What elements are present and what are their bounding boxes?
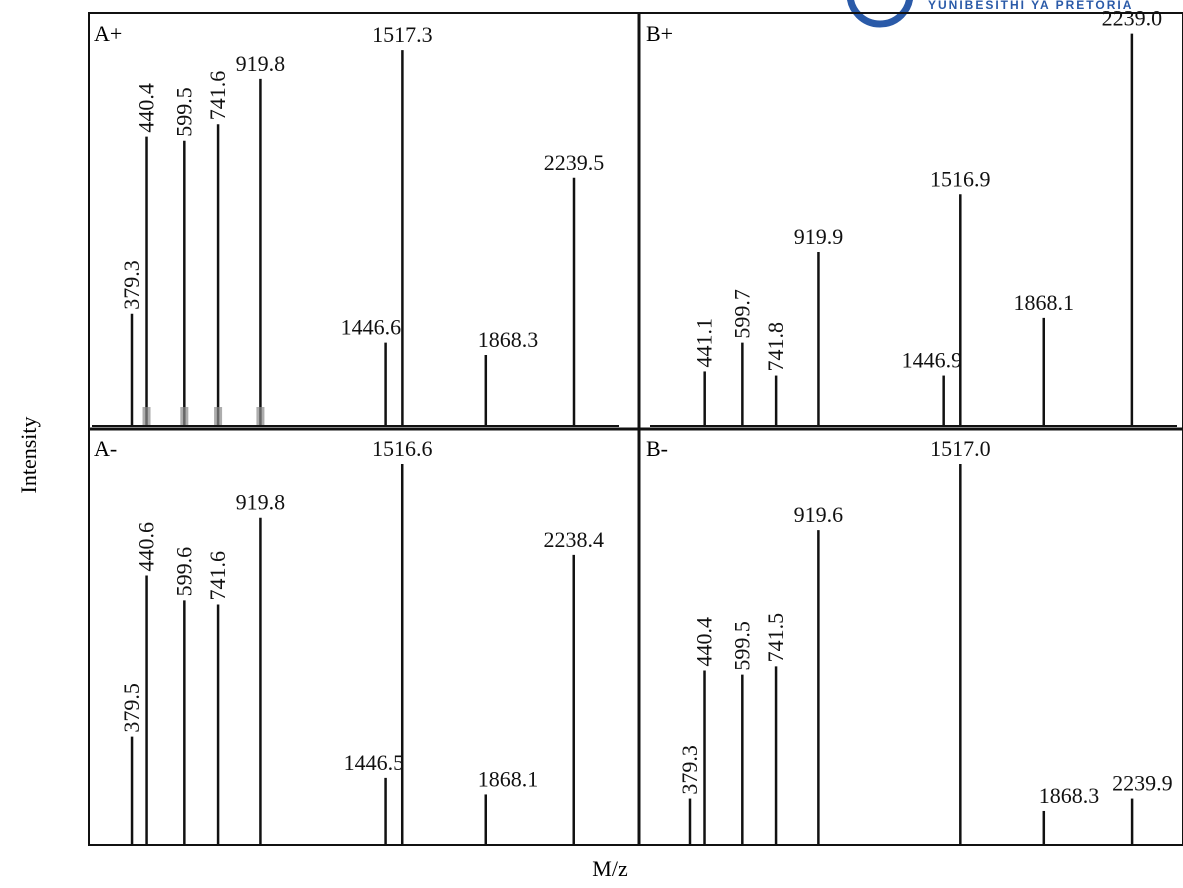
peak-hump [214, 407, 223, 425]
peak-label: 2238.4 [543, 527, 604, 552]
peak-label: 440.4 [134, 83, 159, 133]
peak-label: 1446.9 [902, 348, 963, 373]
peak-label: 1868.1 [478, 766, 539, 791]
peak-hump [142, 407, 151, 425]
peak-label: 1446.5 [344, 750, 405, 775]
logo-emblem-icon [847, 0, 913, 28]
peak-label: 1517.3 [372, 22, 433, 47]
peak-label: 1868.3 [1039, 783, 1100, 808]
peak-label: 440.4 [692, 617, 717, 667]
panel-title-a-minus: A- [94, 436, 117, 461]
peak-label: 1517.0 [930, 436, 991, 461]
peak-label: 2239.5 [544, 150, 605, 175]
peak-label: 741.5 [763, 613, 788, 663]
logo-text: YUNIBESITHI YA PRETORIA [928, 0, 1133, 12]
peak-label: 1516.6 [372, 436, 433, 461]
peak-label: 741.6 [205, 71, 230, 121]
panel-title-b-minus: B- [646, 436, 668, 461]
panel-title-a-plus: A+ [94, 21, 122, 46]
peak-label: 1516.9 [930, 166, 991, 191]
peak-label: 919.6 [794, 502, 844, 527]
peak-label: 741.6 [205, 551, 230, 601]
x-axis-label: M/z [592, 856, 628, 881]
peak-label: 919.8 [236, 51, 286, 76]
peak-label: 599.7 [729, 289, 754, 339]
university-logo: YUNIBESITHI YA PRETORIA [847, 0, 1133, 28]
peak-label: 2239.9 [1112, 771, 1173, 796]
peak-label: 599.5 [171, 87, 196, 137]
peak-label: 919.8 [236, 490, 286, 515]
peak-label: 1446.6 [341, 315, 402, 340]
peak-hump [256, 407, 265, 425]
peak-label: 379.3 [119, 260, 144, 310]
panel-grid [88, 12, 1183, 846]
peak-label: 599.5 [729, 621, 754, 671]
peak-label: 919.9 [794, 224, 844, 249]
peak-label: 1868.1 [1014, 290, 1075, 315]
peak-label: 1868.3 [478, 327, 538, 352]
peak-label: 379.5 [119, 683, 144, 733]
peak-label: 741.8 [763, 322, 788, 372]
y-axis-label: Intensity [16, 417, 41, 494]
peak-label: 599.6 [171, 547, 196, 597]
peak-label: 440.6 [134, 522, 159, 572]
peak-hump [180, 407, 189, 425]
peak-label: 2239.0 [1102, 6, 1163, 31]
panel-title-b-plus: B+ [646, 21, 673, 46]
peak-label: 441.1 [692, 318, 717, 368]
peak-label: 379.3 [677, 745, 702, 795]
